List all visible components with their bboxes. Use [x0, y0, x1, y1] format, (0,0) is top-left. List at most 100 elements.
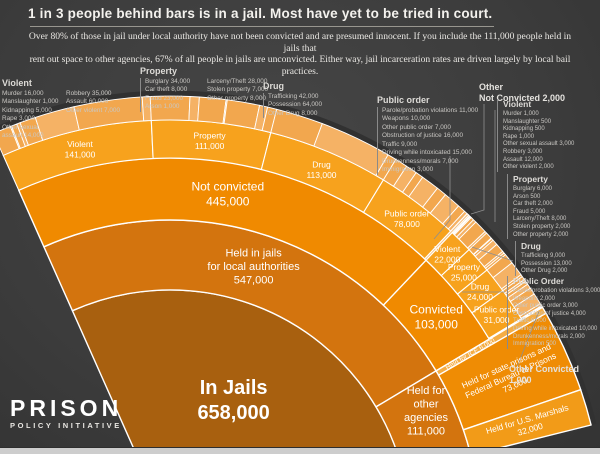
wedge-label-drug: Drug 113,000: [306, 159, 336, 180]
legend-group-property-convicted: Property Burglary 6,000 Arson 500 Car theft…: [507, 174, 600, 240]
legend-item: Other sexual assault 14,000: [2, 123, 44, 140]
subtitle-line-1: Over 80% of those in jail under local au…: [28, 31, 572, 54]
wedge-label-in-jails: In Jails 658,000: [197, 377, 269, 424]
legend-item: Other Drug 8,000: [268, 109, 318, 117]
legend-item: Rape 1,000: [503, 133, 535, 140]
legend-item: Other Drug 2,000: [521, 268, 568, 275]
legend-item: Other sexual assault 3,000: [503, 141, 575, 148]
legend-column: Parole/probation violations 11,000 Weapon…: [382, 107, 498, 175]
wedge-label-public-order: Public order 78,000: [384, 209, 430, 230]
bottom-bar: [0, 447, 600, 454]
legend-other-not-convicted: Other Not Convicted 2,000: [479, 82, 565, 104]
legend-group-public-order-not-convicted: Public order Parole/probation violations …: [377, 95, 498, 175]
legend-column: Trafficking 42,000 Possession 64,000 Other…: [268, 93, 338, 118]
legend-item: Obstruction of justice 16,000: [382, 132, 463, 140]
legend-item: Other violent 7,000: [66, 106, 120, 114]
legend-column: Burglary 34,000 Car theft 8,000 Fraud 23,0…: [145, 78, 200, 112]
legend-item: Murder 1,000: [503, 111, 539, 117]
wedge-label-not-convicted: Not convicted 445,000: [191, 180, 264, 209]
wedge-label-convicted: Convicted 103,000: [410, 303, 463, 332]
legend-item: Car theft 8,000: [145, 86, 188, 94]
legend-item: Car theft 2,000: [513, 201, 553, 208]
legend-group-violent-not-convicted: Violent Murder 16,000 Manslaughter 1,000 Ki…: [2, 78, 132, 141]
legend-item: Larceny/Theft 28,000: [207, 78, 268, 85]
legend-item: Immigration 500: [513, 341, 557, 348]
legend-item: Other property 8,000: [207, 94, 266, 102]
legend-item: Robbery 35,000: [66, 90, 112, 97]
wedge-label-held-in-jails-for-local-authorities: Held in jails for local authorities 547,00…: [207, 247, 300, 286]
legend-item: Arson 1,000: [145, 103, 180, 111]
wedge-label-violent: Violent 141,000: [65, 139, 96, 160]
legend-item: Assault 12,000: [503, 156, 543, 163]
legend-item: Burglary 34,000: [145, 78, 191, 85]
legend-item: Possession 64,000: [268, 101, 323, 109]
legend-item: Trafficking 9,000: [521, 253, 566, 259]
legend-item: Other violent 2,000: [503, 164, 554, 171]
legend-item: Other public order 3,000: [513, 303, 578, 310]
legend-label-line: Other: [479, 82, 504, 92]
legend-columns: Burglary 34,000 Car theft 8,000 Fraud 23,0…: [140, 78, 275, 112]
legend-header: Drug: [521, 241, 541, 251]
legend-group-public-order-convicted: Public Order Parole/probation violations …: [507, 276, 600, 349]
legend-header: Drug: [263, 81, 284, 91]
legend-item: Kidnapping 500: [503, 126, 545, 133]
legend-item: Manslaughter 1,000: [2, 98, 59, 106]
wedge-label-violent: Violent 22,000: [434, 244, 461, 265]
legend-item: Drunkenness/morals 2,000: [513, 333, 585, 340]
wedge-label-held-for-other-agencies: Held for other agencies 111,000: [404, 385, 449, 438]
legend-column: Robbery 35,000 Assault 60,000 Other violen…: [66, 90, 132, 141]
legend-label-line: Not Convicted 2,000: [479, 93, 566, 103]
connectors: [433, 104, 540, 368]
legend-group-drug-not-convicted: Drug Trafficking 42,000 Possession 64,000 O…: [263, 81, 338, 119]
legend-group-drug-convicted: Drug Trafficking 9,000 Possession 13,000 Ot…: [515, 241, 600, 276]
subtitle-line-2: rent out space to other agencies, 67% of…: [29, 54, 571, 77]
legend-label-line: Other Convicted: [509, 364, 580, 374]
legend-group-violent-convicted: Violent Murder 1,000 Manslaughter 500 Kidna…: [497, 99, 600, 172]
wedges: [0, 95, 592, 453]
legend-header: Violent: [2, 78, 32, 88]
ppi-logo-policy-initiative: POLICY INITIATIVE: [10, 421, 122, 430]
legend-item: Obstruction of justice 4,000: [513, 310, 586, 317]
legend-item: Traffic 6,000: [513, 318, 547, 325]
wedge-label-drug: Drug 24,000: [467, 282, 493, 303]
legend-item: Stolen property 2,000: [513, 224, 571, 231]
legend-header: Property: [140, 66, 178, 76]
legend-other-convicted: Other Convicted 1,000: [509, 364, 579, 386]
legend-item: Other public order 7,000: [382, 123, 451, 131]
legend-item: Larceny/Theft 8,000: [513, 216, 567, 223]
legend-header: Public order: [377, 95, 430, 105]
subtitle: Over 80% of those in jail under local au…: [22, 31, 578, 77]
legend-item: Driving while intoxicated 10,000: [513, 326, 598, 333]
wedge-label-public-order: Public order 31,000: [474, 305, 520, 326]
connector-other-not-convicted: [470, 104, 485, 215]
legend-item: Rape 3,000: [2, 115, 36, 123]
legend-header: Violent: [503, 99, 532, 109]
legend-column: Larceny/Theft 28,000 Stolen property 7,00…: [207, 78, 275, 112]
legend-item: Possession 13,000: [521, 260, 572, 267]
legend-item: Other property 2,000: [513, 231, 569, 238]
legend-item: Drunkenness/morals 7,000: [382, 157, 459, 165]
legend-item: Arson 500: [513, 193, 541, 200]
ppi-logo-prison: PRISON: [10, 395, 123, 421]
legend-label-line: 1,000: [509, 375, 532, 385]
legend-item: Fraud 5,000: [513, 208, 546, 215]
wedge-held-for-u-s-marshals-d2: [462, 389, 592, 453]
legend-item: Fraud 23,000: [145, 94, 184, 102]
connector-drug-convicted: [471, 246, 514, 262]
legend-columns: Murder 16,000 Manslaughter 1,000 Kidnappin…: [2, 90, 132, 141]
legend-item: Driving while intoxicated 15,000: [382, 149, 472, 157]
wedge-label-property: Property 25,000: [448, 262, 481, 283]
legend-item: Trafficking 42,000: [268, 93, 319, 100]
legend-header: Property: [513, 174, 548, 184]
connector-public-order-top: [433, 156, 451, 240]
title-underline: [30, 26, 494, 27]
legend-item: Weapons 2,000: [513, 295, 555, 302]
legend-item: Traffic 9,000: [382, 140, 418, 148]
connector-other-convicted: [516, 310, 540, 368]
legend-item: Parole/probation violations 3,000: [513, 288, 600, 294]
ppi-logo: PRISON POLICY INITIATIVE: [10, 395, 123, 431]
legend-item: Manslaughter 500: [503, 118, 552, 125]
legend-columns: Parole/probation violations 11,000 Weapon…: [377, 107, 498, 175]
legend-header: Public Order: [513, 276, 565, 286]
legend-item: Stolen property 7,000: [207, 86, 269, 94]
